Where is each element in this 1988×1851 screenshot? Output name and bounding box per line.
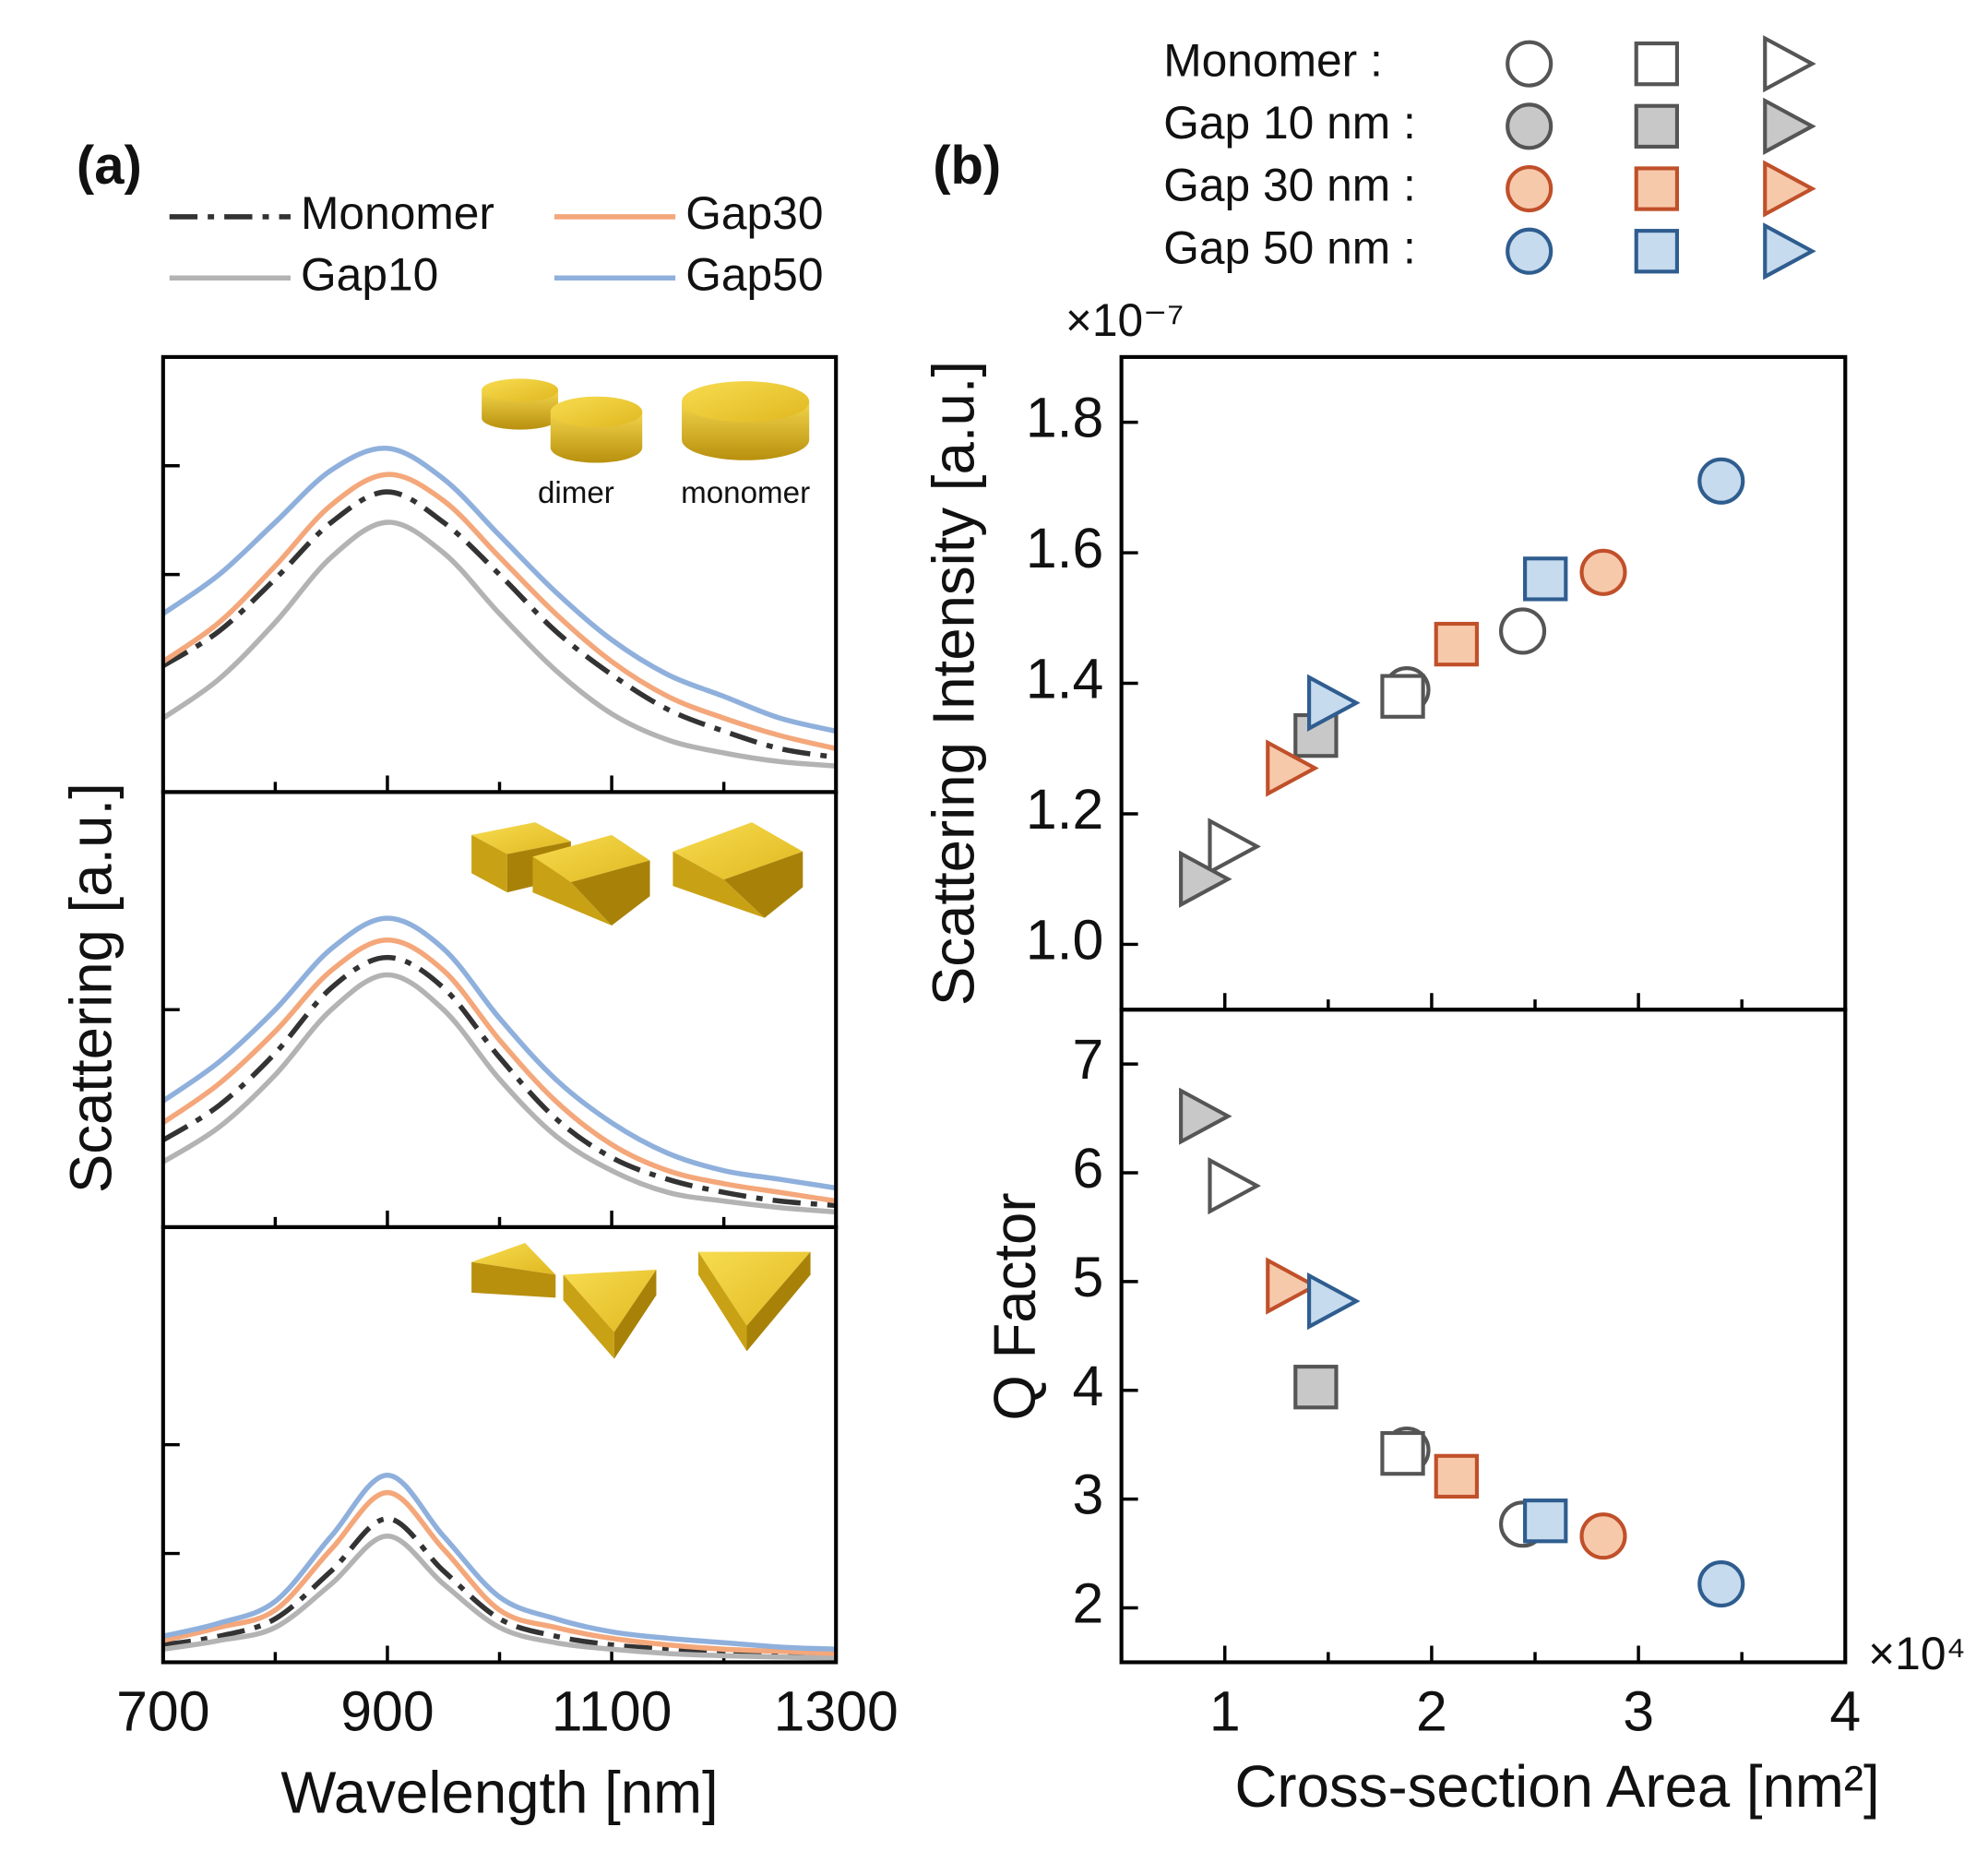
data-point (1179, 850, 1232, 908)
y-tick-label: 1.6 (1026, 517, 1103, 579)
legend-label: Gap 30 nm : (1163, 160, 1416, 211)
y-tick-label: 2 (1073, 1572, 1104, 1635)
data-point (1266, 1257, 1319, 1315)
legend-label: Gap50 (685, 248, 823, 300)
data-point (1307, 674, 1361, 732)
data-point (1434, 1453, 1479, 1499)
legend-marker (1763, 35, 1816, 93)
legend-marker (1634, 166, 1680, 211)
data-point (1179, 1087, 1232, 1145)
series-line (161, 446, 837, 734)
y-axis-label: Scattering [a.u.] (58, 782, 124, 1193)
legend-label: Gap30 (685, 187, 823, 239)
data-point (1380, 1430, 1425, 1476)
y-tick-label: 4 (1073, 1355, 1104, 1417)
data-point (1208, 818, 1261, 876)
inset-label: dimer (538, 476, 614, 510)
y-tick-label: 1.4 (1026, 648, 1103, 711)
y-tick-label: 1.2 (1026, 778, 1103, 841)
series-line (161, 472, 837, 751)
data-point (1697, 457, 1745, 505)
legend-label: Monomer : (1163, 34, 1383, 86)
axis-multiplier: ×10⁴ (1868, 1628, 1966, 1679)
data-point (1434, 621, 1479, 667)
axes-frame (1119, 1008, 1848, 1665)
legend-marker (1506, 102, 1553, 150)
y-tick-label: 1.8 (1026, 387, 1103, 449)
x-tick-label: 1 (1209, 1680, 1241, 1743)
legend-marker (1763, 97, 1816, 155)
panel-label: (a) (77, 136, 142, 196)
legend-marker (1763, 160, 1816, 218)
legend-marker (1634, 229, 1680, 274)
x-tick-label: 2 (1416, 1680, 1447, 1743)
series-line (162, 1489, 837, 1656)
axis-multiplier: ×10⁻⁷ (1065, 294, 1184, 346)
series-line (161, 915, 837, 1191)
nanostructure-insets (471, 378, 811, 1359)
x-axis-label: Cross-section Area [nm²] (1235, 1754, 1880, 1820)
series-line (161, 937, 837, 1204)
y-axis-label: Q Factor (982, 1192, 1048, 1420)
legend-marker (1506, 164, 1553, 213)
data-point (1266, 739, 1319, 797)
x-tick-label: 700 (116, 1680, 209, 1743)
panel-label: (b) (933, 136, 1001, 196)
legend-marker (1634, 103, 1680, 149)
data-point (1208, 1157, 1261, 1215)
data-point (1307, 1272, 1361, 1331)
axes-frame (1119, 354, 1848, 1012)
y-tick-label: 3 (1073, 1463, 1104, 1526)
data-point (1523, 1499, 1568, 1544)
series-line (161, 519, 837, 769)
series-line (161, 489, 837, 760)
y-axis-label: Scattering Intensity [a.u.] (922, 361, 987, 1006)
legend-label: Monomer (301, 187, 494, 239)
data-point (1293, 1365, 1339, 1410)
legend-marker (1763, 222, 1816, 281)
series-line (162, 1533, 837, 1661)
data-point (1380, 674, 1425, 719)
legend-marker (1634, 41, 1680, 87)
inset-label: monomer (681, 476, 810, 510)
data-point (1499, 607, 1547, 655)
axes-frame (161, 1224, 839, 1665)
x-tick-label: 1300 (774, 1680, 899, 1743)
data-point (1523, 556, 1568, 602)
x-tick-label: 4 (1829, 1680, 1861, 1743)
y-tick-label: 7 (1073, 1028, 1104, 1091)
x-tick-label: 1100 (552, 1680, 673, 1743)
legend-label: Gap 50 nm : (1163, 221, 1416, 273)
data-point (1579, 548, 1627, 596)
y-tick-label: 6 (1073, 1137, 1104, 1200)
legend-label: Gap10 (301, 248, 438, 300)
data-point (1579, 1512, 1627, 1560)
legend-label: Gap 10 nm : (1163, 97, 1416, 149)
x-tick-label: 900 (340, 1680, 434, 1743)
legend-marker (1506, 227, 1553, 275)
series-line (162, 1516, 837, 1659)
x-axis-label: Wavelength [nm] (280, 1761, 718, 1826)
legend-marker (1506, 40, 1553, 88)
y-tick-label: 5 (1073, 1246, 1104, 1308)
y-tick-label: 1.0 (1026, 909, 1103, 972)
series-line (162, 1472, 837, 1653)
x-tick-label: 3 (1623, 1680, 1654, 1743)
data-point (1697, 1560, 1745, 1608)
series-line (161, 972, 837, 1215)
